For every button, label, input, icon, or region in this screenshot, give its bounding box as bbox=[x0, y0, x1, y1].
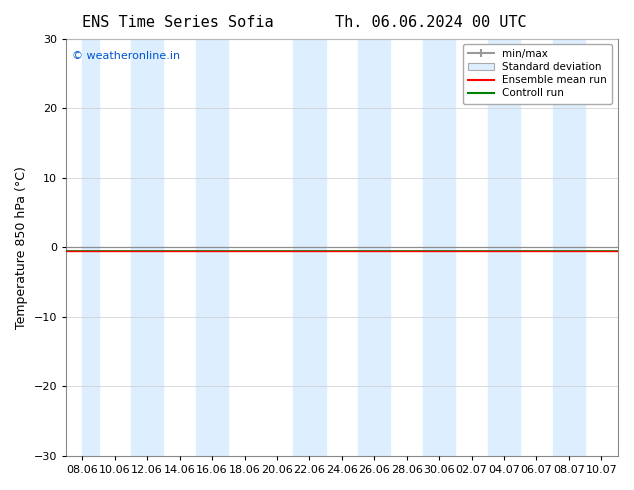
Y-axis label: Temperature 850 hPa (°C): Temperature 850 hPa (°C) bbox=[15, 166, 28, 329]
Bar bbox=[358, 39, 391, 456]
Text: ENS Time Series Sofia: ENS Time Series Sofia bbox=[82, 15, 273, 30]
Bar bbox=[131, 39, 164, 456]
Text: Th. 06.06.2024 00 UTC: Th. 06.06.2024 00 UTC bbox=[335, 15, 527, 30]
Bar bbox=[82, 39, 98, 456]
Legend: min/max, Standard deviation, Ensemble mean run, Controll run: min/max, Standard deviation, Ensemble me… bbox=[463, 44, 612, 103]
Bar bbox=[196, 39, 228, 456]
Bar bbox=[488, 39, 521, 456]
Bar bbox=[553, 39, 585, 456]
Bar bbox=[293, 39, 326, 456]
Bar bbox=[423, 39, 455, 456]
Text: © weatheronline.in: © weatheronline.in bbox=[72, 51, 179, 61]
